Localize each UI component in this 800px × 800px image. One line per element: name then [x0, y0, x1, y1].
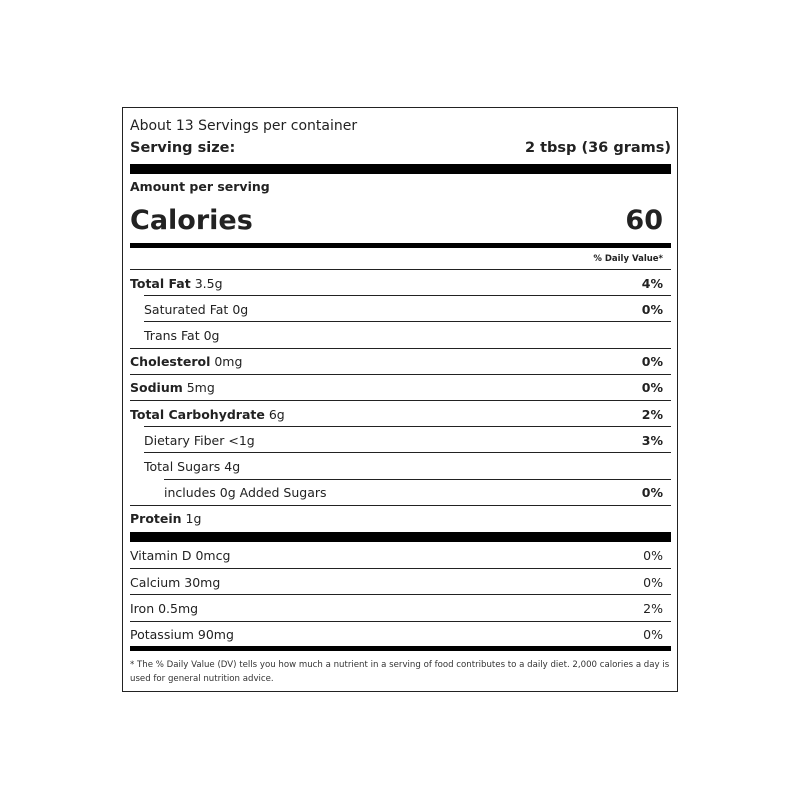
vitamin-row: Potassium 90mg 0% [130, 620, 671, 648]
nutrient-name: Total Fat [130, 275, 191, 291]
vitamin-row: Vitamin D 0mcg 0% [130, 542, 671, 568]
nutrient-row: Saturated Fat 0g 0% [144, 295, 671, 322]
amount-per-serving: Amount per serving [130, 179, 270, 194]
daily-value-header: % Daily Value* [593, 254, 663, 264]
nutrient-dv: 0% [641, 485, 663, 501]
nutrient-label: Protein 1g [130, 511, 201, 526]
vitamin-label: Calcium 30mg [130, 574, 221, 590]
calories-value: 60 [625, 205, 663, 236]
footnote: * The % Daily Value (DV) tells you how m… [130, 660, 670, 684]
vitamin-dv: 0% [643, 547, 663, 563]
calories-label: Calories [130, 205, 253, 236]
nutrient-name: includes 0g Added Sugars [164, 485, 327, 501]
vitamin-label: Iron 0.5mg [130, 600, 199, 616]
nutrient-row: Protein 1g [130, 504, 671, 532]
medium-divider [130, 243, 671, 248]
serving-size-value: 2 tbsp (36 grams) [524, 140, 671, 156]
nutrient-amount: 0g [232, 301, 249, 317]
nutrient-label: Total Carbohydrate 6g [130, 407, 285, 422]
nutrient-name: Dietary Fiber [144, 432, 225, 448]
nutrient-dv: 4% [641, 275, 663, 291]
nutrient-row: Dietary Fiber <1g 3% [144, 426, 671, 453]
nutrient-name: Protein [130, 511, 182, 527]
nutrient-row: Total Carbohydrate 6g 2% [130, 400, 671, 427]
vitamin-dv: 0% [643, 574, 663, 590]
serving-size: Serving size: 2 tbsp (36 grams) [130, 140, 671, 156]
calories-row: Calories 60 [130, 205, 671, 236]
nutrient-dv: 0% [641, 380, 663, 396]
nutrient-label: Dietary Fiber <1g [144, 433, 255, 448]
vitamin-row: Calcium 30mg 0% [130, 568, 671, 595]
nutrition-facts-label: About 13 Servings per container Serving … [122, 107, 678, 692]
nutrient-label: Saturated Fat 0g [144, 302, 248, 317]
nutrient-dv: 3% [641, 432, 663, 448]
nutrient-amount: 0mg [214, 354, 243, 370]
vitamin-dv: 0% [643, 627, 663, 643]
nutrient-label: Total Sugars 4g [144, 459, 240, 474]
nutrient-label: Total Fat 3.5g [130, 276, 223, 291]
nutrient-name: Total Sugars [144, 458, 221, 474]
servings-per-container: About 13 Servings per container [130, 118, 358, 134]
nutrient-amount: 0g [203, 327, 220, 343]
nutrient-label: Sodium 5mg [130, 380, 215, 395]
vitamin-row: Iron 0.5mg 2% [130, 594, 671, 621]
nutrient-label: includes 0g Added Sugars [164, 485, 327, 500]
medium-divider [130, 646, 671, 651]
nutrient-dv: 2% [641, 406, 663, 422]
nutrient-dv: 0% [641, 301, 663, 317]
nutrient-name: Total Carbohydrate [130, 406, 265, 422]
thick-divider [130, 532, 671, 542]
nutrient-label: Cholesterol 0mg [130, 354, 242, 369]
nutrient-amount: <1g [228, 432, 255, 448]
serving-size-label: Serving size: [130, 140, 236, 156]
nutrient-name: Sodium [130, 380, 183, 396]
vitamin-dv: 2% [643, 600, 663, 616]
nutrient-name: Saturated Fat [144, 301, 229, 317]
nutrient-row: Trans Fat 0g [144, 321, 671, 348]
nutrient-row: Sodium 5mg 0% [130, 373, 671, 401]
nutrient-dv: 0% [641, 354, 663, 370]
nutrient-amount: 3.5g [194, 275, 223, 291]
nutrient-name: Cholesterol [130, 354, 211, 370]
nutrient-row: Total Fat 3.5g 4% [130, 269, 671, 296]
nutrient-amount: 6g [268, 406, 285, 422]
thick-divider [130, 164, 671, 174]
nutrient-row: includes 0g Added Sugars 0% [164, 478, 671, 506]
nutrient-amount: 1g [185, 511, 202, 527]
nutrient-amount: 5mg [186, 380, 215, 396]
nutrient-amount: 4g [224, 458, 241, 474]
nutrient-label: Trans Fat 0g [144, 328, 219, 343]
vitamin-label: Potassium 90mg [130, 627, 234, 643]
nutrient-name: Trans Fat [144, 327, 200, 343]
nutrient-row: Total Sugars 4g [144, 452, 671, 479]
vitamin-label: Vitamin D 0mcg [130, 547, 231, 563]
nutrient-row: Cholesterol 0mg 0% [130, 347, 671, 375]
